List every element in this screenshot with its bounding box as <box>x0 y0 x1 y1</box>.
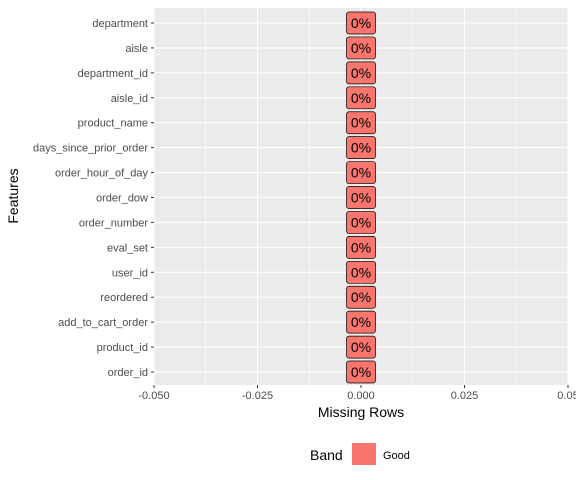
data-label-box <box>346 186 376 209</box>
data-label-box <box>346 310 376 334</box>
data-label: 0% <box>351 165 371 181</box>
y-tick-label: eval_set <box>107 242 148 254</box>
data-label-box <box>346 86 376 110</box>
data-label: 0% <box>351 65 371 81</box>
data-label-box <box>346 161 376 184</box>
y-tick-label: department <box>92 18 148 30</box>
data-label: 0% <box>351 115 371 131</box>
x-tick-label: -0.050 <box>138 390 169 402</box>
legend-swatch-good <box>352 443 376 465</box>
y-axis-title: Features <box>5 168 21 223</box>
data-label-box <box>346 136 376 159</box>
y-tick-label: order_id <box>108 367 148 379</box>
data-label: 0% <box>351 314 371 330</box>
legend: Band Good <box>310 443 410 465</box>
data-label-box <box>346 11 376 35</box>
data-label: 0% <box>351 190 371 206</box>
data-label: 0% <box>351 289 371 305</box>
data-label: 0% <box>351 239 371 255</box>
y-tick-label: product_name <box>78 118 148 130</box>
y-tick-label: order_dow <box>96 193 148 205</box>
data-label-box <box>346 335 376 359</box>
data-label: 0% <box>351 140 371 156</box>
data-label-box <box>346 285 376 309</box>
y-tick-label: department_id <box>78 68 148 80</box>
y-tick-label: order_hour_of_day <box>55 168 148 180</box>
data-label: 0% <box>351 90 371 106</box>
data-label-box <box>346 360 376 384</box>
data-label-box <box>346 111 376 135</box>
legend-title: Band <box>310 447 343 463</box>
data-label-box <box>346 211 376 234</box>
data-label-box <box>346 260 376 284</box>
data-label-box <box>346 36 376 60</box>
data-label: 0% <box>351 40 371 56</box>
data-labels: 0% 0% 0% 0% 0% 0% 0% 0% 0% 0% 0% 0% 0% 0% 0% <box>346 11 376 384</box>
legend-label-good: Good <box>383 450 410 462</box>
data-label: 0% <box>351 339 371 355</box>
data-label-box <box>346 61 376 85</box>
data-label: 0% <box>351 364 371 380</box>
y-axis: department aisle department_id aisle_idprod… <box>33 18 154 379</box>
data-label: 0% <box>351 214 371 230</box>
y-tick-label: aisle <box>125 43 148 55</box>
x-tick-label: 0.025 <box>451 390 479 402</box>
x-tick-label: 0.000 <box>347 390 375 402</box>
x-axis: -0.050 -0.025 0.000 0.025 0.05 <box>138 385 576 402</box>
y-tick-label: add_to_cart_order <box>58 317 148 329</box>
x-tick-label: -0.025 <box>242 390 273 402</box>
x-tick-label: 0.05 <box>557 390 576 402</box>
y-tick-label: product_id <box>97 342 148 354</box>
data-label: 0% <box>351 15 371 31</box>
y-tick-label: reordered <box>100 292 148 304</box>
y-tick-label: aisle_id <box>111 93 148 105</box>
y-tick-label: order_number <box>79 217 148 229</box>
data-label-box <box>346 236 376 259</box>
y-tick-label: user_id <box>112 267 148 279</box>
data-label: 0% <box>351 264 371 280</box>
y-tick-label: days_since_prior_order <box>33 143 148 155</box>
x-axis-title: Missing Rows <box>318 404 404 420</box>
